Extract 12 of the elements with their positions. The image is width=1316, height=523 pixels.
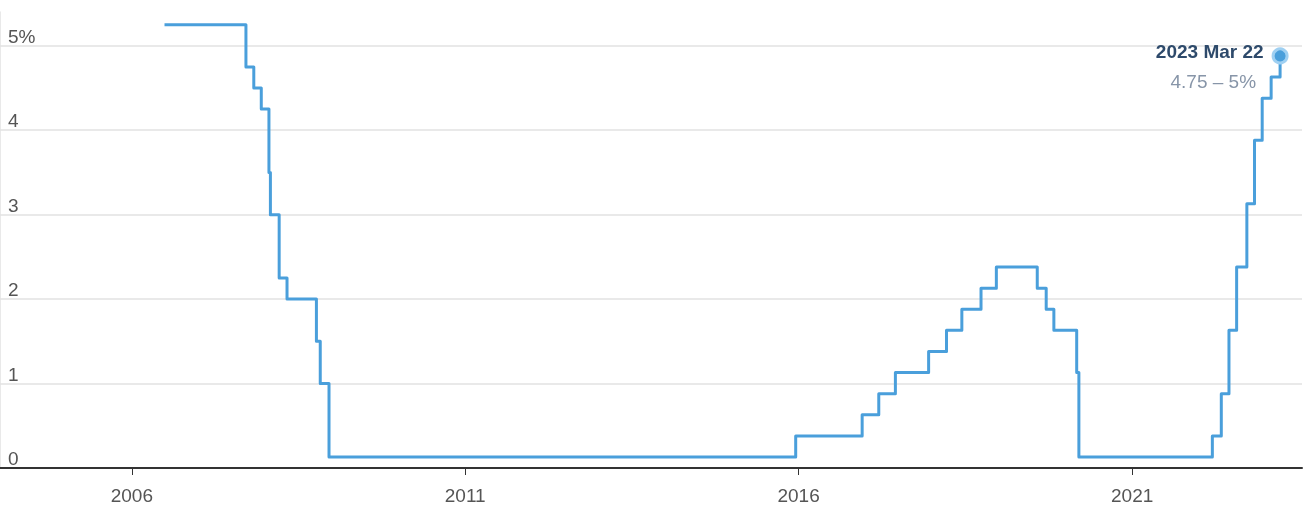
x-tick-label: 2006 xyxy=(110,485,153,506)
x-tick-label: 2021 xyxy=(1111,485,1154,506)
x-tick-label: 2016 xyxy=(777,485,820,506)
x-tick-label: 2011 xyxy=(444,485,486,506)
y-tick-label: 5% xyxy=(8,25,36,47)
y-tick-label: 3 xyxy=(8,194,19,216)
annotation: 4.75 – 5% xyxy=(1170,71,1257,93)
y-tick-label: 0 xyxy=(8,448,19,469)
y-tick-label: 2 xyxy=(8,279,19,301)
y-tick-label: 1 xyxy=(8,363,19,385)
y-tick-label: 4 xyxy=(8,110,19,132)
annotation: 2023 Mar 22 xyxy=(1155,41,1264,63)
